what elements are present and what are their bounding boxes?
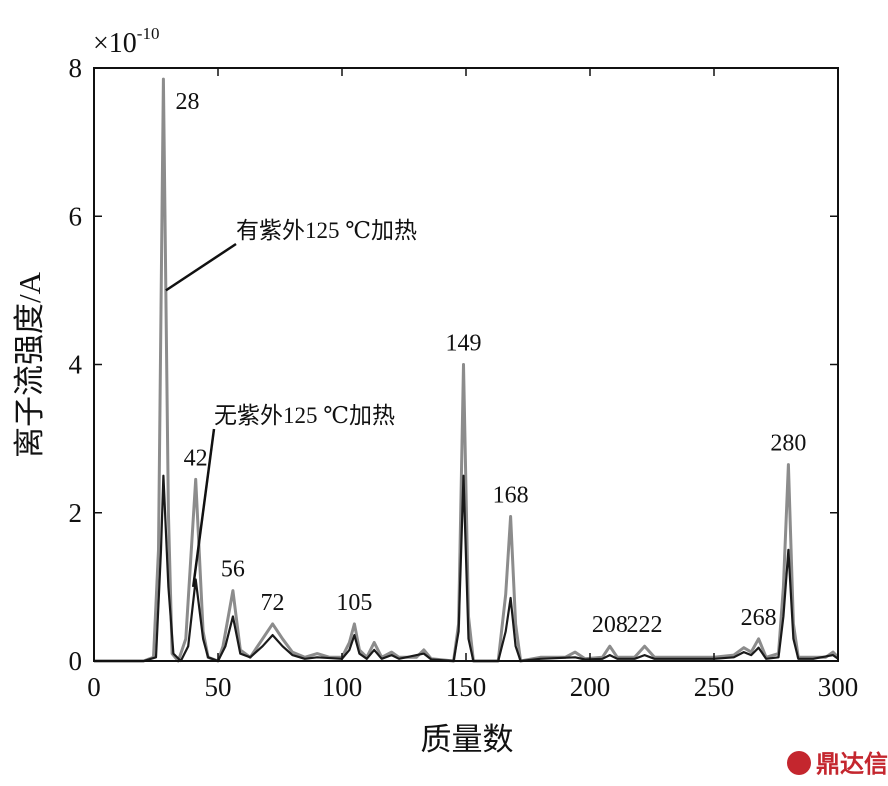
watermark-text: 鼎达信	[816, 750, 888, 778]
y-exponent-label: ×10-10	[93, 24, 159, 59]
peak-label: 168	[493, 482, 529, 508]
y-tick-label: 4	[69, 350, 83, 380]
peak-label: 42	[184, 445, 208, 471]
y-tick-label: 8	[69, 53, 83, 83]
x-tick-label: 100	[322, 672, 363, 702]
annotation-leader-line	[191, 428, 216, 588]
y-exponent-power: -10	[137, 24, 160, 43]
annotation-label: 有紫外125 ℃加热	[236, 218, 417, 243]
peak-label: 56	[221, 557, 245, 583]
watermark-logo: 鼎达信	[787, 750, 888, 778]
x-tick-label: 200	[570, 672, 611, 702]
peak-label: 280	[770, 431, 806, 457]
peak-label: 72	[261, 590, 285, 616]
x-tick-label: 250	[694, 672, 735, 702]
x-axis-title: 质量数	[421, 722, 514, 757]
y-axis-title: 离子流强度/A	[12, 271, 47, 458]
watermark-seal-icon	[787, 751, 811, 775]
y-exponent-base: ×10	[93, 28, 137, 59]
y-tick-label: 0	[69, 646, 83, 676]
annotation-leader-line	[165, 242, 237, 292]
x-tick-label: 0	[87, 672, 101, 702]
series-layer	[94, 77, 840, 663]
annotation-label: 无紫外125 ℃加热	[214, 403, 395, 428]
peak-label: 222	[627, 612, 663, 638]
peak-label: 149	[446, 331, 482, 357]
y-tick-label: 6	[69, 201, 83, 231]
x-tick-label: 300	[818, 672, 859, 702]
peak-label: 208	[592, 612, 628, 638]
x-tick-label: 50	[205, 672, 232, 702]
peak-label: 105	[336, 590, 372, 616]
series-line-2	[94, 474, 839, 663]
y-tick-label: 2	[69, 498, 83, 528]
peak-label: 268	[741, 605, 777, 631]
peak-label: 28	[175, 89, 199, 115]
axis-ticks: 0 50 100 150 200 250 300 0 2 4 6 8	[69, 53, 859, 702]
x-tick-label: 150	[446, 672, 487, 702]
